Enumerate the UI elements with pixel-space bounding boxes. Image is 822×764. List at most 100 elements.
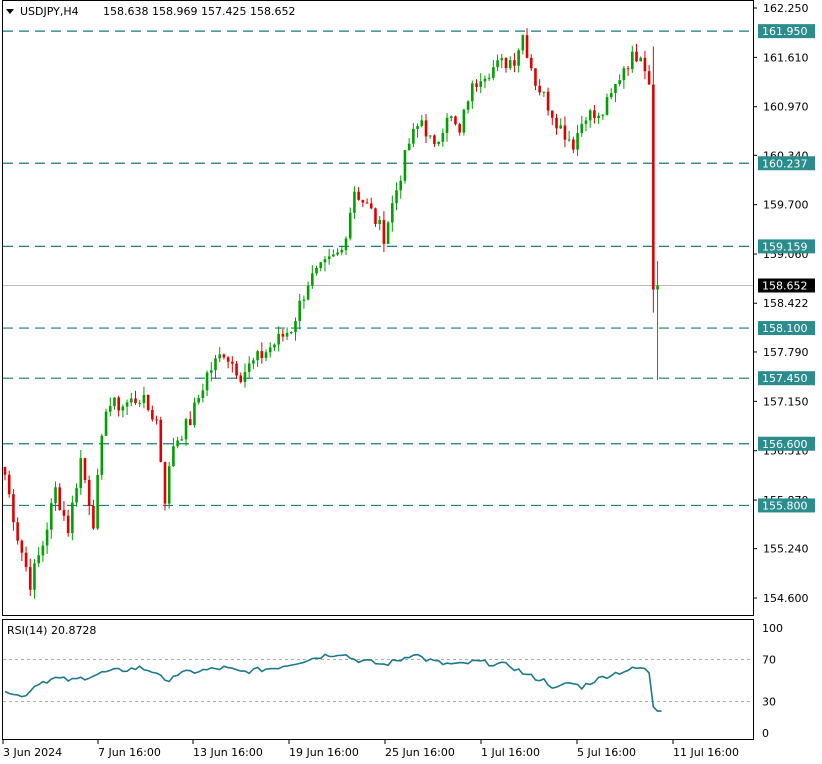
candle-body	[125, 402, 129, 407]
candle-body	[525, 35, 529, 58]
rsi-axis-label: 100	[762, 622, 783, 635]
candle-body	[134, 398, 137, 404]
candle-body	[201, 390, 205, 398]
candle-body	[643, 57, 647, 72]
candle-body	[647, 71, 651, 85]
dropdown-triangle-icon[interactable]	[6, 9, 14, 14]
candle-body	[369, 203, 373, 209]
main-chart-frame	[2, 0, 754, 616]
time-label: 1 Jul 16:00	[481, 746, 540, 759]
candle-body	[33, 563, 36, 590]
price-tick-label: 155.240	[763, 543, 809, 556]
candle-body	[54, 487, 57, 504]
candle-body	[71, 502, 74, 534]
candle-body	[180, 439, 184, 441]
rsi-label: RSI(14) 20.8728	[7, 624, 96, 637]
candle-body	[521, 35, 525, 51]
candle-body	[193, 402, 196, 426]
candle-body	[555, 117, 558, 129]
candle-body	[534, 68, 537, 86]
level-tag-label: 161.950	[762, 25, 808, 38]
candle-body	[146, 395, 150, 410]
candle-body	[458, 124, 461, 133]
candle-body	[167, 466, 171, 504]
price-tick-label: 161.610	[763, 51, 809, 64]
candle-body	[551, 110, 554, 118]
candle-body	[138, 403, 142, 405]
candle-body	[205, 372, 209, 391]
candle-body	[601, 114, 605, 116]
candle-body	[487, 77, 491, 79]
candle-body	[504, 58, 508, 69]
candle-body	[614, 84, 617, 94]
candle-body	[483, 78, 487, 82]
candle-body	[441, 133, 445, 142]
level-tag-label: 155.800	[762, 499, 808, 512]
candle-body	[218, 354, 222, 359]
price-axis: 162.250161.610160.970160.340159.700159.0…	[753, 2, 809, 605]
candle-body	[302, 299, 306, 301]
candle-body	[142, 395, 146, 404]
candle-body	[513, 60, 516, 66]
candle-body	[580, 123, 584, 134]
candle-body	[340, 250, 344, 253]
rsi-line	[4, 653, 662, 712]
candle-body	[7, 474, 11, 495]
level-tag: 155.800	[758, 498, 815, 513]
candle-body	[28, 567, 32, 590]
price-tick-label: 162.250	[763, 2, 809, 15]
candle-body	[315, 267, 318, 274]
candle-body	[41, 545, 45, 556]
rsi-axis-label: 70	[762, 654, 776, 667]
candle-body	[92, 505, 95, 529]
candle-body	[572, 139, 575, 150]
candle-body	[277, 333, 280, 345]
candle-body	[563, 125, 567, 140]
candle-body	[151, 409, 154, 420]
candle-body	[462, 109, 466, 133]
current-price-tag: 158.652	[758, 278, 815, 293]
candle-body	[584, 120, 588, 124]
candle-body	[361, 199, 365, 203]
candle-body	[62, 510, 66, 516]
candle-body	[542, 91, 546, 93]
candle-body	[104, 411, 108, 436]
price-tick-label: 157.150	[763, 395, 809, 408]
candle-body	[176, 440, 179, 447]
candlesticks	[3, 28, 659, 599]
candle-body	[336, 252, 339, 255]
candle-body	[605, 97, 609, 115]
candle-body	[424, 120, 428, 137]
candle-body	[252, 360, 255, 364]
level-tag-label: 159.159	[762, 240, 808, 253]
level-tag: 161.950	[758, 24, 815, 38]
candle-body	[353, 191, 356, 213]
candle-body	[378, 220, 381, 225]
candle-body	[239, 375, 243, 383]
candle-body	[395, 190, 398, 204]
time-label: 3 Jun 2024	[3, 746, 62, 759]
rsi-indicator: 100 70 30 0	[3, 622, 783, 740]
candle-body	[420, 120, 424, 127]
candle-body	[529, 57, 533, 69]
candle-body	[626, 68, 630, 70]
candle-body	[226, 357, 230, 362]
candle-body	[344, 238, 348, 251]
candle-body	[79, 458, 83, 489]
candle-body	[12, 494, 15, 523]
candle-body	[311, 273, 314, 286]
candle-body	[3, 467, 7, 475]
candle-body	[214, 358, 217, 371]
price-tick-label: 159.700	[763, 199, 809, 212]
candle-body	[538, 85, 541, 93]
candle-body	[466, 101, 470, 110]
candle-body	[163, 462, 167, 504]
candle-body	[386, 222, 390, 244]
candle-body	[306, 285, 310, 300]
candle-body	[222, 354, 226, 358]
candle-body	[567, 139, 571, 141]
candle-body	[374, 208, 377, 225]
candle-body	[108, 406, 112, 412]
candle-body	[285, 332, 289, 337]
